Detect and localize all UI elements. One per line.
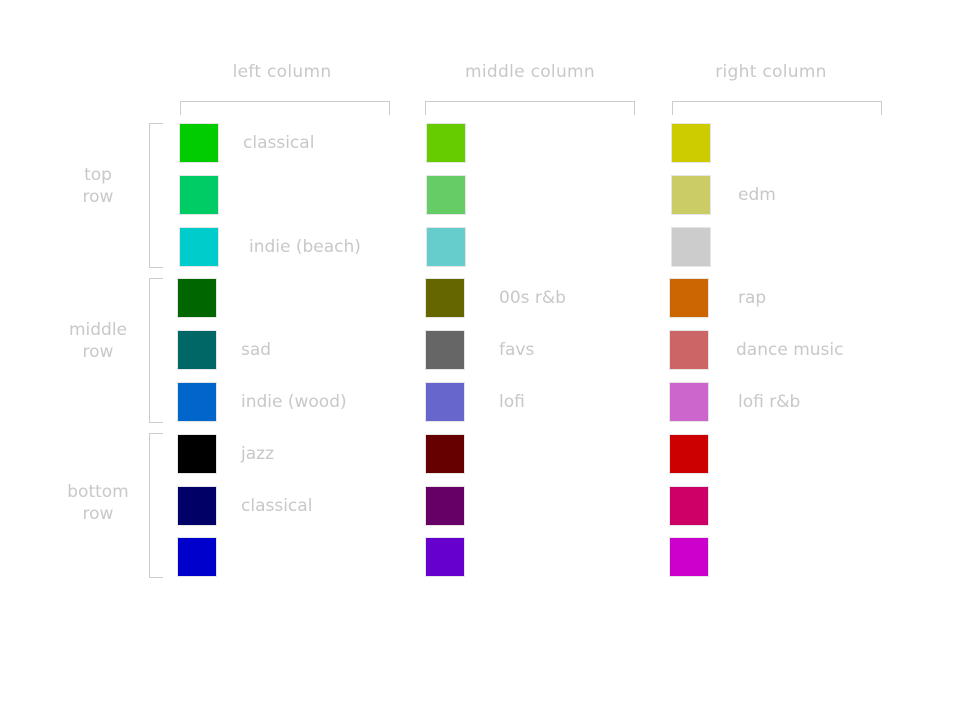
column-header-left: left column bbox=[176, 62, 388, 82]
color-swatch bbox=[669, 537, 709, 577]
color-swatch bbox=[425, 278, 465, 318]
color-swatch bbox=[671, 227, 711, 267]
color-swatch bbox=[177, 486, 217, 526]
color-swatch bbox=[426, 123, 466, 163]
swatch-label: classical bbox=[243, 133, 314, 153]
swatch-label: edm bbox=[738, 185, 776, 205]
color-swatch bbox=[179, 227, 219, 267]
color-swatch bbox=[426, 227, 466, 267]
color-swatch bbox=[669, 434, 709, 474]
row-label-top: top row bbox=[48, 164, 148, 208]
column-bracket-right bbox=[672, 101, 882, 115]
color-swatch bbox=[177, 330, 217, 370]
swatch-label: lofi bbox=[499, 392, 525, 412]
color-swatch bbox=[671, 175, 711, 215]
swatch-label: indie (wood) bbox=[241, 392, 347, 412]
row-bracket-top bbox=[149, 123, 163, 268]
column-bracket-middle bbox=[425, 101, 635, 115]
color-swatch bbox=[425, 382, 465, 422]
color-swatch bbox=[177, 434, 217, 474]
color-swatch bbox=[425, 330, 465, 370]
color-swatch bbox=[425, 486, 465, 526]
color-swatch bbox=[669, 278, 709, 318]
color-swatch bbox=[425, 434, 465, 474]
swatch-label: jazz bbox=[241, 444, 274, 464]
column-header-middle: middle column bbox=[424, 62, 636, 82]
color-swatch bbox=[669, 382, 709, 422]
color-swatch bbox=[669, 486, 709, 526]
swatch-label: 00s r&b bbox=[499, 288, 566, 308]
row-bracket-bottom bbox=[149, 433, 163, 578]
row-label-bottom: bottom row bbox=[48, 481, 148, 525]
swatch-label: dance music bbox=[736, 340, 843, 360]
swatch-label: indie (beach) bbox=[249, 237, 361, 257]
color-swatch bbox=[669, 330, 709, 370]
color-swatch bbox=[177, 537, 217, 577]
row-label-middle: middle row bbox=[48, 319, 148, 363]
color-swatch bbox=[425, 537, 465, 577]
swatch-label: classical bbox=[241, 496, 312, 516]
color-swatch bbox=[177, 278, 217, 318]
column-bracket-left bbox=[180, 101, 390, 115]
color-swatch bbox=[179, 123, 219, 163]
column-header-right: right column bbox=[665, 62, 877, 82]
swatch-label: rap bbox=[738, 288, 766, 308]
color-swatch bbox=[179, 175, 219, 215]
swatch-label: lofi r&b bbox=[738, 392, 800, 412]
swatch-label: sad bbox=[241, 340, 271, 360]
swatch-label: favs bbox=[499, 340, 534, 360]
color-swatch bbox=[426, 175, 466, 215]
color-swatch bbox=[177, 382, 217, 422]
row-bracket-middle bbox=[149, 278, 163, 423]
color-swatch bbox=[671, 123, 711, 163]
